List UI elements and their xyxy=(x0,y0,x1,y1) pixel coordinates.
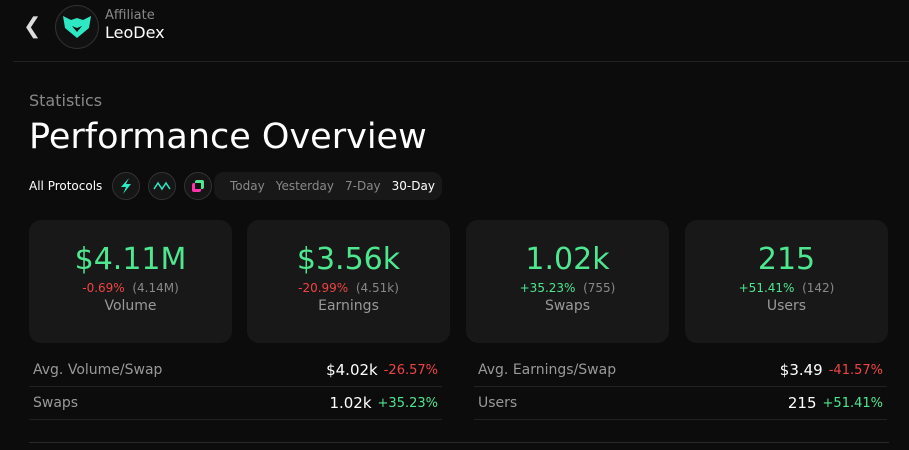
protocol-filter: All Protocols xyxy=(29,172,213,200)
metric-value: 215 xyxy=(787,394,817,412)
divider xyxy=(29,442,889,443)
card-previous: (4.14M) xyxy=(132,281,179,295)
metric-value: 1.02k xyxy=(329,394,372,412)
header-subtitle: Affiliate xyxy=(105,8,155,23)
metric-change: -26.57% xyxy=(383,362,438,378)
chevron-left-icon[interactable]: ❮ xyxy=(23,14,42,39)
metric-row: Swaps 1.02k +35.23% xyxy=(29,387,442,420)
chainflip-icon[interactable] xyxy=(184,172,213,200)
card-change: +35.23% xyxy=(519,281,576,295)
range-7-day[interactable]: 7-Day xyxy=(344,179,381,193)
users-card: 215 +51.41% (142) Users xyxy=(685,220,888,343)
section-label: Statistics xyxy=(29,91,103,110)
metric-label: Avg. Volume/Swap xyxy=(33,362,163,378)
all-protocols-button[interactable]: All Protocols xyxy=(29,179,103,193)
range-30-day[interactable]: 30-Day xyxy=(391,179,435,193)
leodex-logo-icon xyxy=(55,5,99,49)
metric-row: Avg. Volume/Swap $4.02k -26.57% xyxy=(29,354,442,387)
metric-label: Swaps xyxy=(33,395,79,411)
earnings-card: $3.56k -20.99% (4.51k) Earnings xyxy=(247,220,450,343)
range-yesterday[interactable]: Yesterday xyxy=(275,179,334,193)
card-label: Swaps xyxy=(544,298,591,314)
card-value: $3.56k xyxy=(296,242,401,277)
card-label: Users xyxy=(766,298,807,314)
range-today[interactable]: Today xyxy=(230,179,265,193)
metric-change: +35.23% xyxy=(377,395,438,411)
swaps-card: 1.02k +35.23% (755) Swaps xyxy=(466,220,669,343)
card-label: Volume xyxy=(104,298,157,314)
affiliate-name: LeoDex xyxy=(105,23,165,42)
thorchain-icon[interactable] xyxy=(112,172,141,200)
card-value: $4.11M xyxy=(74,242,187,277)
metric-value: $3.49 xyxy=(779,361,823,379)
card-label: Earnings xyxy=(318,298,379,314)
card-change: -20.99% xyxy=(298,281,349,295)
card-value: 1.02k xyxy=(525,242,610,277)
card-change: +51.41% xyxy=(738,281,795,295)
metric-change: -41.57% xyxy=(828,362,883,378)
metric-value: $4.02k xyxy=(326,361,378,379)
card-value: 215 xyxy=(757,242,816,277)
metric-row: Users 215 +51.41% xyxy=(474,387,887,420)
time-range-selector: Today Yesterday 7-Day 30-Day xyxy=(214,172,442,200)
metric-row: Avg. Earnings/Swap $3.49 -41.57% xyxy=(474,354,887,387)
card-change: -0.69% xyxy=(82,281,125,295)
card-previous: (142) xyxy=(802,281,835,295)
maya-icon[interactable] xyxy=(148,172,177,200)
card-previous: (755) xyxy=(583,281,616,295)
page-title: Performance Overview xyxy=(29,117,427,157)
metric-label: Users xyxy=(478,395,518,411)
header xyxy=(13,0,909,62)
volume-card: $4.11M -0.69% (4.14M) Volume xyxy=(29,220,232,343)
metric-label: Avg. Earnings/Swap xyxy=(478,362,617,378)
card-previous: (4.51k) xyxy=(355,281,399,295)
metric-change: +51.41% xyxy=(822,395,883,411)
